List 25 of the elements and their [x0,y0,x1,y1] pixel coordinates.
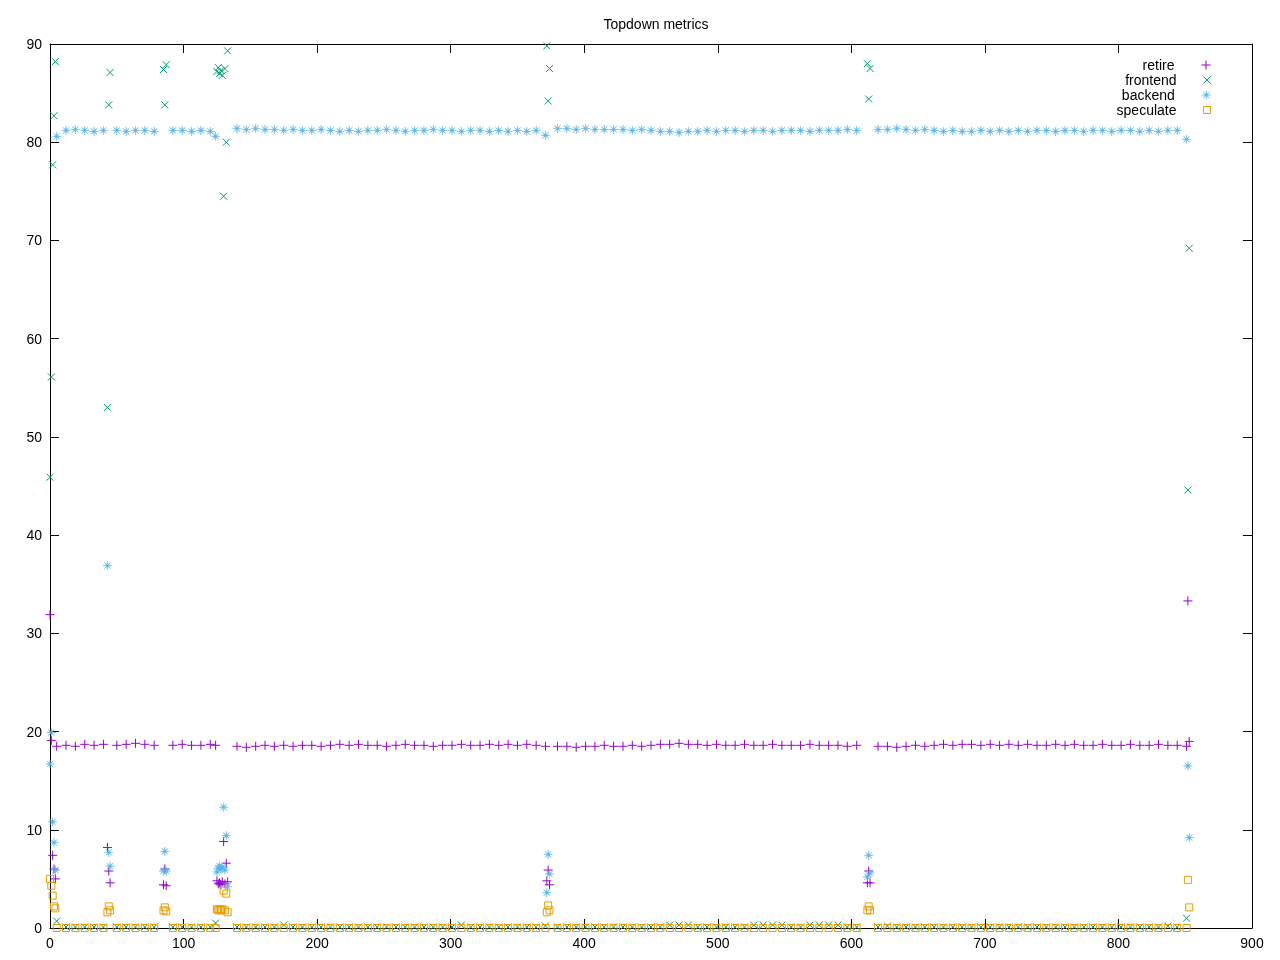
y-tick-label: 30 [26,625,43,642]
y-tick-label: 70 [26,232,43,249]
legend-label: frontend [1125,72,1177,88]
y-tick-label: 80 [26,134,43,151]
x-tick-label: 600 [839,935,864,951]
y-tick-label: 40 [26,527,43,544]
y-tick-label: 60 [26,330,43,347]
y-tick-label: 50 [26,428,43,445]
x-tick-label: 800 [1106,935,1131,951]
x-tick-label: 700 [973,935,997,951]
x-tick-label: 0 [46,935,55,951]
x-tick-label: 900 [1240,935,1264,951]
legend-label: backend [1121,87,1175,103]
x-tick-label: 500 [706,935,730,951]
legend-label: retire [1142,57,1175,73]
y-tick-label: 0 [34,920,43,936]
y-tick-label: 10 [26,821,43,838]
x-tick-label: 100 [171,935,196,951]
x-tick-label: 400 [572,935,597,951]
legend-label: speculate [1116,102,1177,118]
x-tick-label: 200 [305,935,329,951]
x-tick-label: 300 [438,935,463,951]
y-tick-label: 90 [26,36,43,52]
chart-title: Topdown metrics [603,16,709,32]
y-tick-label: 20 [26,723,43,740]
